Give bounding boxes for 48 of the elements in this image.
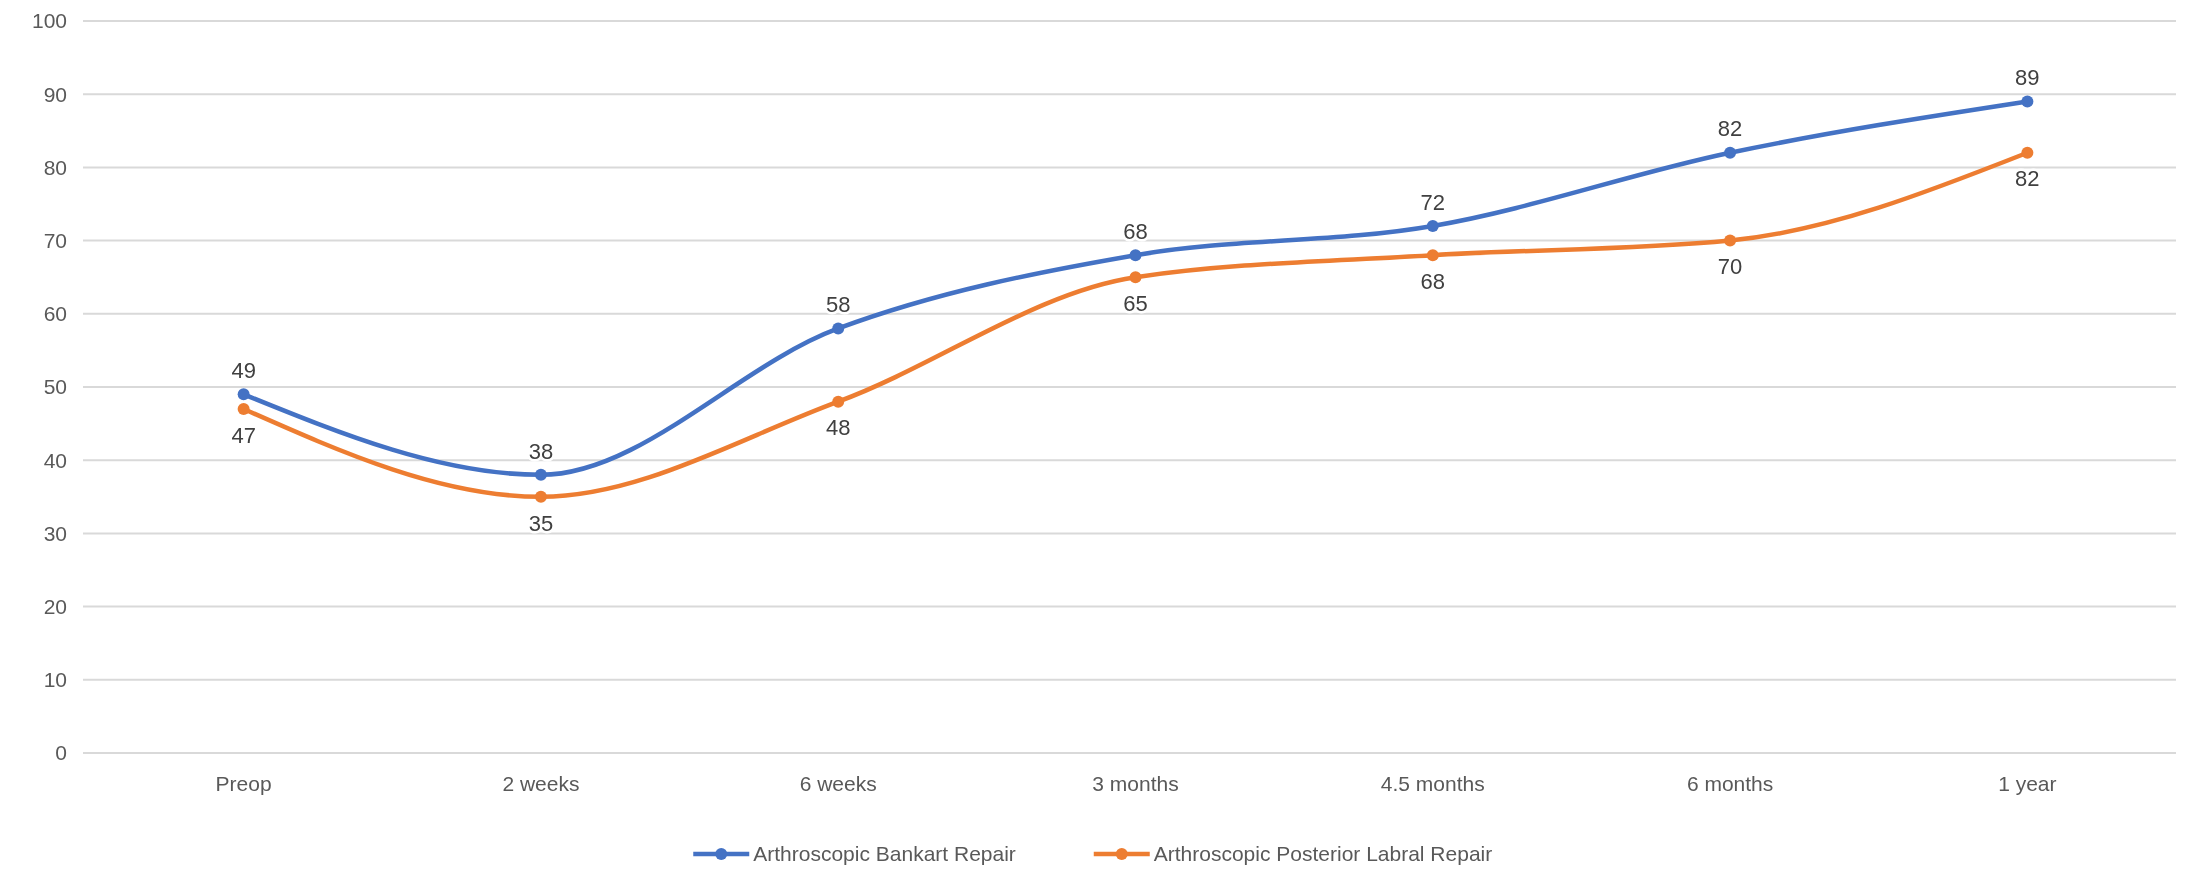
data-label: 82 [1717, 116, 1743, 142]
data-label: 68 [1420, 268, 1446, 294]
point [1129, 271, 1142, 284]
y-tick-label: 70 [43, 228, 67, 252]
y-tick-label: 80 [43, 155, 67, 179]
point [534, 490, 547, 503]
data-label: 72 [1420, 189, 1446, 215]
data-label: 89 [2015, 65, 2040, 91]
data-label: 70 [1717, 254, 1743, 280]
y-tick-label: 10 [43, 668, 67, 692]
data-label: 47 [231, 422, 256, 448]
x-tick-label: Preop [215, 772, 272, 795]
x-tick-label: 3 months [1092, 772, 1179, 795]
y-tick-label: 50 [43, 375, 67, 399]
point [2021, 95, 2034, 108]
point [1724, 234, 1737, 247]
legend-label: Arthroscopic Posterior Labral Repair [1153, 842, 1493, 866]
y-tick-label: 90 [43, 82, 67, 106]
legend-label: Arthroscopic Bankart Repair [753, 842, 1016, 866]
point [832, 322, 845, 335]
data-label: 58 [825, 292, 851, 318]
data-label: 49 [231, 358, 256, 384]
point [237, 402, 250, 415]
data-label: 68 [1123, 218, 1148, 244]
x-tick-label: 6 weeks [799, 772, 877, 795]
y-tick-label: 20 [43, 594, 67, 618]
y-tick-label: 30 [43, 521, 67, 545]
point [832, 395, 845, 408]
x-tick-label: 2 weeks [502, 772, 580, 795]
point [237, 388, 250, 401]
y-tick-label: 100 [31, 9, 67, 33]
y-tick-label: 60 [43, 302, 67, 326]
point [1426, 249, 1439, 262]
x-tick-label: 4.5 months [1380, 772, 1485, 795]
y-tick-label: 0 [55, 741, 67, 765]
x-tick-label: 1 year [1998, 772, 2057, 795]
point [2021, 146, 2034, 159]
data-label: 35 [528, 510, 554, 536]
data-label: 38 [528, 438, 554, 464]
data-label: 48 [825, 415, 851, 441]
y-tick-label: 40 [43, 448, 67, 472]
point [1724, 146, 1737, 159]
point [1129, 249, 1142, 262]
data-label: 65 [1123, 290, 1148, 316]
x-tick-label: 6 months [1686, 772, 1774, 795]
data-label: 82 [2015, 166, 2040, 192]
point [534, 468, 547, 481]
point [1426, 219, 1439, 232]
